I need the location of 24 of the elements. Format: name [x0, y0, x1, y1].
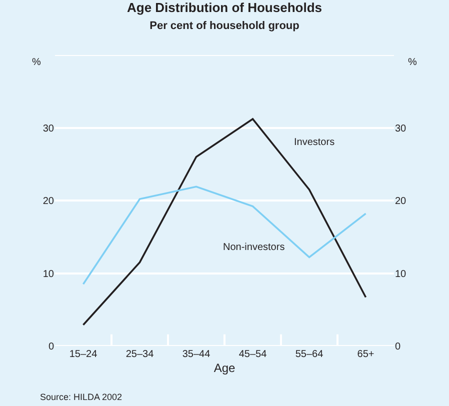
y2-tick-label: 30 — [395, 123, 407, 134]
x-tick-label: 55–64 — [295, 349, 324, 360]
x-tick-label: 15–24 — [69, 349, 98, 360]
y-axis-title: % — [32, 57, 41, 68]
y-tick-label: 20 — [42, 196, 54, 207]
source-note: Source: HILDA 2002 — [40, 392, 122, 402]
y-tick-label: 0 — [48, 342, 54, 352]
y-tick-label: 10 — [42, 268, 54, 280]
chart-subtitle: Per cent of household group — [150, 20, 300, 32]
y2-tick-label: 20 — [395, 196, 407, 207]
y-tick-label: 30 — [42, 123, 54, 134]
y2-tick-label: 0 — [395, 342, 401, 352]
line-series — [82, 186, 367, 286]
line-series — [82, 118, 367, 326]
series-label: Investors — [294, 137, 335, 148]
x-tick-label: 35–44 — [182, 349, 211, 360]
x-tick-label: 65+ — [357, 349, 374, 360]
x-axis-title: Age — [214, 360, 236, 375]
x-tick-label: 45–54 — [238, 349, 268, 360]
chart-title: Age Distribution of Households — [127, 0, 322, 16]
series-label: Non-investors — [223, 242, 285, 253]
x-tick-label: 25–34 — [126, 349, 154, 360]
y2-tick-label: 10 — [395, 268, 407, 280]
y2-axis-title: % — [408, 57, 417, 68]
